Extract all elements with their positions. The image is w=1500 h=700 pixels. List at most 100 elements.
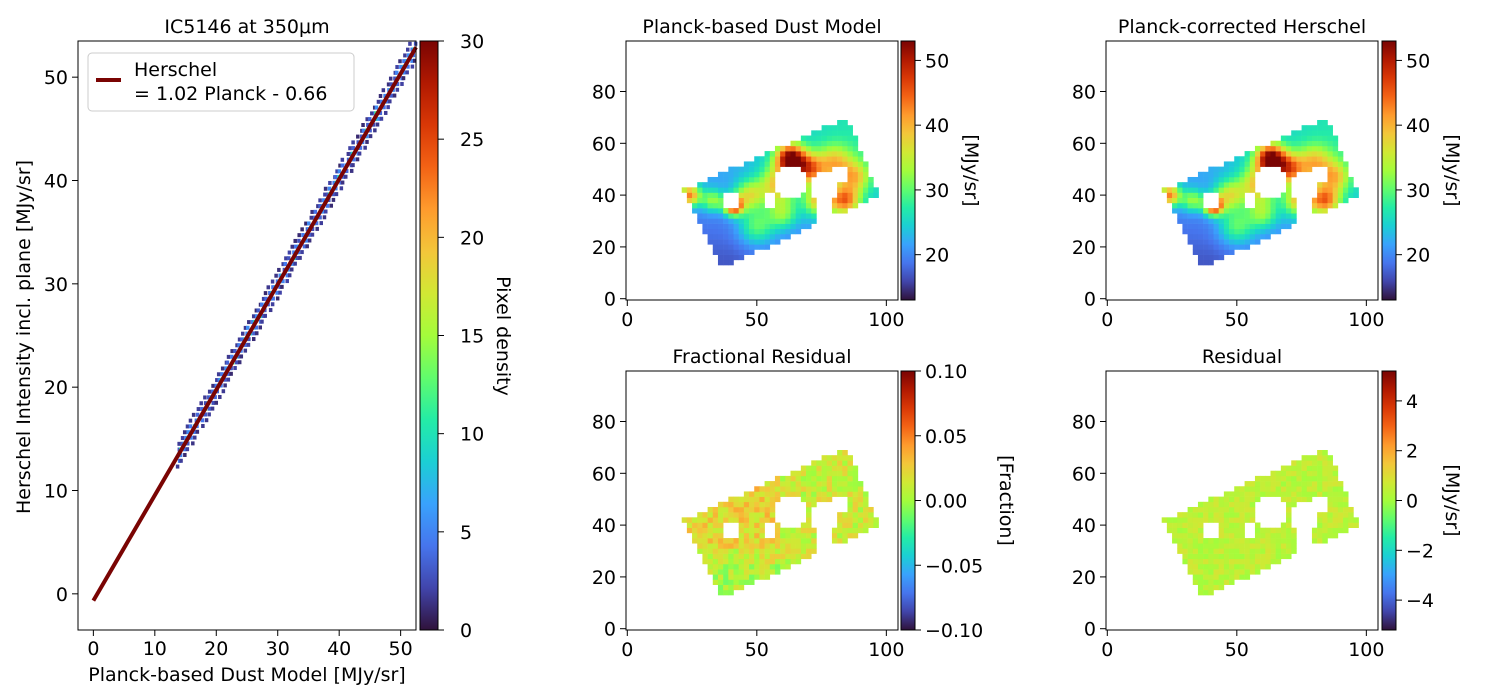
map-pixel [1187, 202, 1194, 209]
map-pixel [826, 491, 833, 497]
map-pixel [1337, 506, 1344, 513]
map-pixel [1265, 481, 1271, 487]
map-pixel [1332, 475, 1339, 482]
map-pixel [1192, 558, 1199, 565]
map-pixel [1172, 187, 1178, 193]
map-pixel [1286, 135, 1292, 142]
map-pixel [754, 569, 760, 575]
map-pixel [800, 527, 807, 534]
density-colorbar-label: Pixel density [492, 276, 514, 396]
map-pixel [826, 455, 833, 461]
map-pixel [1280, 496, 1287, 503]
map-pixel [1280, 192, 1287, 198]
map-pixel [1337, 171, 1344, 178]
map-pixel [1286, 470, 1292, 477]
map-pixel [1306, 145, 1313, 152]
map-pixel [1182, 558, 1188, 565]
map-pixel [738, 522, 745, 528]
map-pixel [816, 145, 822, 152]
y-tick-label: 60 [1072, 133, 1096, 155]
map-pixel [806, 491, 812, 497]
map-pixel [1213, 182, 1219, 188]
map-pixel [857, 496, 864, 503]
map-pixel [749, 176, 755, 183]
map-pixel [743, 233, 750, 240]
map-pixel [1291, 548, 1297, 554]
map-pixel [743, 202, 750, 209]
map-pixel [712, 563, 719, 570]
map-pixel [1332, 192, 1339, 198]
density-cell [243, 325, 248, 330]
map-pixel [717, 249, 724, 255]
density-cell [233, 348, 237, 353]
map-pixel [1187, 197, 1194, 204]
map-pixel [1197, 501, 1204, 508]
map-pixel [795, 140, 802, 147]
map-pixel [1280, 522, 1287, 528]
map-pixel [754, 171, 760, 178]
map-pixel [749, 491, 755, 497]
map-pixel [1286, 166, 1292, 173]
map-pixel [811, 156, 817, 162]
map-pixel [785, 481, 791, 487]
map-pixel [1254, 156, 1261, 162]
map-pixel [1332, 171, 1339, 178]
map-pixel [790, 543, 796, 549]
map-pixel [1187, 208, 1194, 214]
map-pixel [769, 228, 776, 235]
density-cell [305, 238, 309, 243]
colorbar-tick-label: 0.00 [925, 491, 967, 513]
map-pixel [1218, 569, 1225, 575]
map-pixel [790, 140, 796, 147]
map-pixel [1322, 192, 1328, 198]
map-pixel [811, 481, 817, 487]
map-pixel [1332, 465, 1339, 472]
map-pixel [1244, 218, 1251, 224]
map-pixel [1177, 512, 1183, 518]
colorbar-tick-label: 30 [925, 180, 949, 202]
map-pixel [1254, 563, 1261, 570]
map-pixel [1286, 481, 1292, 487]
map-pixel [1197, 532, 1204, 539]
map-pixel [1260, 475, 1266, 482]
map-pixel [795, 145, 802, 152]
map-pixel [811, 208, 817, 214]
map-pixel [1208, 579, 1214, 585]
map-pixel [749, 202, 755, 209]
map-pixel [1280, 151, 1287, 157]
map-pixel [1322, 161, 1328, 167]
map-pixel [733, 579, 739, 585]
map-pixel [1213, 239, 1219, 245]
map-pixel [1234, 543, 1240, 549]
map-pixel [1218, 496, 1225, 503]
y-tick-label: 0 [56, 584, 68, 606]
map-pixel [754, 486, 760, 492]
map-pixel [1197, 506, 1204, 513]
map-pixel [811, 197, 817, 204]
map-pixel [1296, 145, 1302, 152]
map-pixel [795, 486, 802, 492]
map-pixel [728, 563, 734, 570]
density-cell [304, 221, 308, 226]
density-cell [246, 342, 251, 347]
map-pixel [769, 548, 776, 554]
map-pixel [842, 486, 848, 492]
map-pixel [1322, 156, 1328, 162]
map-pixel [847, 156, 853, 162]
map-pixel [1275, 527, 1282, 534]
map-pixel [1239, 171, 1245, 178]
map-pixel [837, 145, 843, 152]
y-tick-label: 10 [44, 481, 68, 503]
map-pixel [733, 187, 739, 193]
density-cell [221, 389, 226, 394]
density-cell [193, 435, 197, 440]
scatter-title: IC5146 at 350μm [164, 16, 329, 38]
density-cell [370, 111, 374, 116]
map-pixel [1311, 145, 1318, 152]
map-pixel [764, 223, 771, 230]
map-pixel [702, 553, 708, 560]
map-pixel [1208, 228, 1214, 235]
map-pixel [1197, 538, 1204, 544]
map-pixel [717, 254, 724, 261]
map-pixel [816, 470, 822, 477]
